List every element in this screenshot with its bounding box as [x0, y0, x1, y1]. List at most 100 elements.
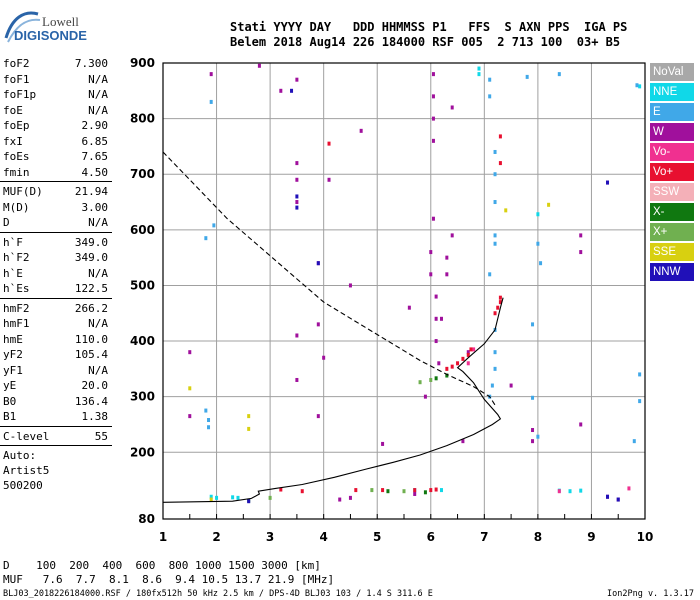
param-name: yF2	[3, 348, 23, 361]
data-point-w	[407, 305, 411, 310]
param-row: yE 20.0	[0, 378, 112, 394]
data-point-vo-	[498, 161, 502, 166]
data-point-w	[445, 272, 449, 277]
param-value: 7.300	[74, 57, 108, 70]
data-point-vo-	[498, 134, 502, 139]
y-tick-label: 500	[130, 278, 155, 292]
data-point-nne	[568, 489, 572, 494]
data-point-e	[531, 322, 535, 327]
param-row: foF1p N/A	[0, 87, 112, 103]
param-row: yF2 105.4	[0, 347, 112, 363]
data-point-vo-	[493, 311, 497, 316]
data-point-x-	[429, 377, 433, 382]
param-row: MUF(D) 21.94	[0, 184, 112, 200]
param-group-virtual-heights: h`F 349.0 h`F2 349.0 h`E N/A h`Es 122.5	[0, 235, 112, 297]
data-point-x-	[423, 490, 427, 495]
param-row: foEs 7.65	[0, 149, 112, 165]
param-value: 1.38	[81, 410, 109, 423]
data-point-w	[579, 233, 583, 238]
param-row: hmE 110.0	[0, 332, 112, 348]
data-point-w	[431, 216, 435, 221]
param-row: h`E N/A	[0, 266, 112, 282]
data-point-e	[212, 223, 216, 228]
param-value: 349.0	[74, 251, 108, 264]
data-point-sse	[247, 414, 251, 419]
data-point-vo-	[627, 486, 631, 491]
data-point-vo-	[557, 489, 561, 494]
data-point-x-	[418, 380, 422, 385]
data-point-w	[429, 250, 433, 255]
data-point-w	[413, 491, 417, 496]
data-point-w	[316, 414, 320, 419]
data-point-w	[295, 377, 299, 382]
data-point-sse	[504, 208, 508, 213]
data-point-e	[493, 172, 497, 177]
param-name: foF2	[3, 57, 30, 70]
data-point-vo-	[354, 488, 358, 493]
data-point-w	[338, 497, 342, 502]
logo-swoosh-icon	[4, 11, 41, 43]
legend-item: NoVal	[650, 63, 694, 81]
autoscaling-text-line: Artist5	[3, 464, 50, 477]
param-name: foF1p	[3, 88, 37, 101]
data-point-w	[434, 316, 438, 321]
data-point-w	[295, 177, 299, 182]
param-value: 7.65	[81, 150, 109, 163]
muf-row: MUF 7.6 7.7 8.1 8.6 9.4 10.5 13.7 21.9 […	[3, 573, 335, 586]
data-point-vo-	[327, 141, 331, 146]
param-value: 266.2	[74, 301, 108, 315]
data-point-w	[295, 77, 299, 82]
data-point-w	[531, 428, 535, 433]
param-value: 20.0	[81, 379, 109, 392]
distance-row: D 100 200 400 600 800 1000 1500 3000 [km…	[3, 559, 321, 572]
param-value: 136.4	[74, 394, 108, 408]
param-row: h`F 349.0	[0, 235, 112, 251]
y-tick-label: 80	[138, 512, 155, 526]
data-point-e	[493, 350, 497, 355]
param-row: fxI 6.85	[0, 134, 112, 150]
data-point-x-	[386, 489, 390, 494]
data-point-w	[429, 272, 433, 277]
data-point-vo-	[456, 361, 460, 366]
data-point-e	[488, 272, 492, 277]
param-name: h`Es	[3, 282, 30, 295]
param-value: 105.4	[74, 348, 108, 361]
param-name: hmF1	[3, 317, 30, 330]
header-line1: Stati YYYY DAY DDD HHMMSS P1 FFS S AXN P…	[230, 20, 628, 34]
version-label: Ion2Png v. 1.3.17	[607, 589, 694, 599]
data-point-w	[279, 88, 283, 93]
param-name: h`F2	[3, 251, 30, 264]
param-row: B1 1.38	[0, 409, 112, 425]
param-row: foF1 N/A	[0, 72, 112, 88]
autoscaling-text-line: 500200	[3, 479, 43, 492]
param-value: N/A	[88, 216, 108, 229]
data-point-e	[204, 408, 208, 413]
param-name: hmE	[3, 332, 23, 346]
legend-item: X-	[650, 203, 694, 221]
data-point-e	[638, 372, 642, 377]
data-point-w	[295, 161, 299, 166]
profile-dashed-line	[162, 151, 496, 406]
data-point-w	[461, 439, 465, 444]
data-point-x-	[445, 373, 449, 378]
x-tick-label: 7	[480, 530, 488, 544]
param-row: C-level 55	[0, 429, 112, 445]
data-point-e	[493, 149, 497, 154]
legend-item: SSE	[650, 243, 694, 261]
file-info-footer: BLJ03_2018226184000.RSF / 180fx512h 50 k…	[3, 589, 433, 599]
param-name: fmin	[3, 165, 30, 179]
legend-item: NNE	[650, 83, 694, 101]
param-row: foEp 2.90	[0, 118, 112, 134]
param-name: D	[3, 216, 10, 229]
param-name: M(D)	[3, 200, 30, 214]
param-name: yE	[3, 379, 17, 392]
digisonde-logo: Lowell DIGISONDE	[2, 8, 122, 48]
param-separator	[0, 297, 112, 299]
data-point-vo-	[496, 305, 500, 310]
param-name: foEp	[3, 119, 30, 132]
y-tick-label: 600	[130, 223, 155, 237]
data-point-w	[348, 495, 352, 500]
data-point-e	[493, 200, 497, 205]
data-point-e	[539, 261, 543, 266]
